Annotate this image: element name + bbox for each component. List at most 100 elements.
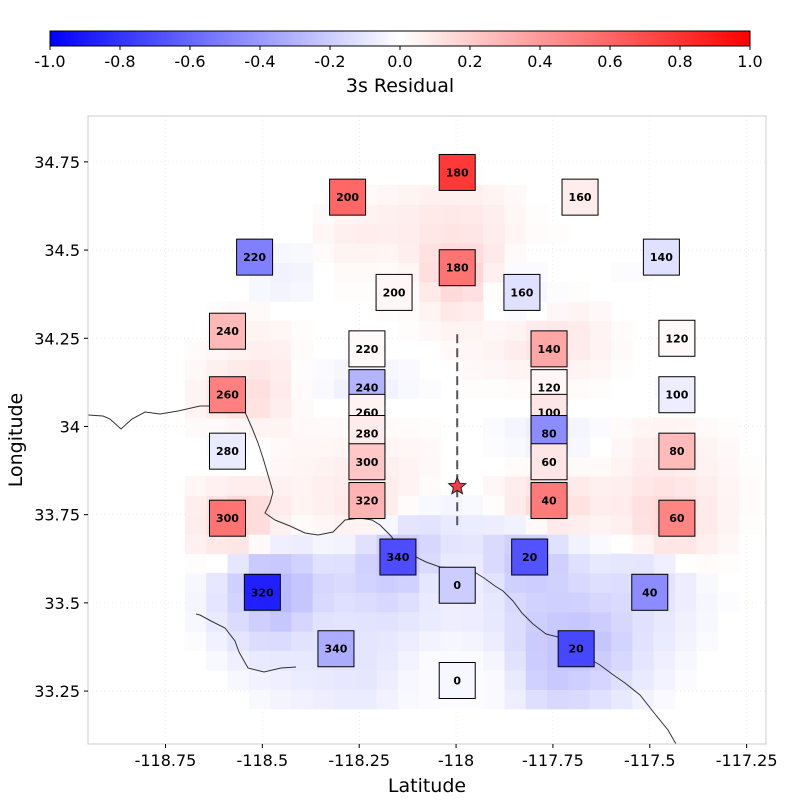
heatmap-cell: [291, 572, 314, 593]
heatmap-cell: [504, 184, 527, 205]
heatmap-cell: [483, 281, 506, 302]
station-label: 40: [541, 495, 557, 508]
y-axis-label: Longitude: [5, 393, 27, 488]
station-marker: 0: [438, 661, 476, 699]
heatmap-cell: [270, 534, 292, 555]
heatmap-cell: [611, 495, 633, 516]
heatmap-cell: [334, 262, 356, 283]
station-label: 340: [386, 551, 409, 564]
heatmap-cell: [483, 340, 506, 361]
heatmap-cell: [611, 437, 633, 458]
station-label: 60: [541, 456, 557, 469]
station-marker: 160: [561, 178, 599, 216]
heatmap-cell: [440, 340, 463, 361]
heatmap-cell: [440, 495, 463, 516]
heatmap-cell: [184, 572, 207, 593]
station-box: [503, 273, 541, 311]
station-marker: 320: [348, 482, 386, 520]
heatmap-cell: [248, 320, 271, 341]
heatmap-cell: [525, 592, 548, 613]
heatmap-cell: [397, 204, 420, 225]
station-marker: 320: [243, 573, 281, 611]
heatmap-cell: [504, 475, 527, 496]
heatmap-cell: [461, 378, 484, 399]
heatmap-cell: [270, 437, 292, 458]
heatmap-cell: [397, 223, 420, 244]
station-marker: 60: [658, 499, 696, 537]
station-box: [658, 319, 696, 357]
heatmap-cell: [291, 650, 314, 671]
heatmap-cell: [525, 223, 548, 244]
heatmap-cell: [589, 572, 612, 593]
heatmap-cell: [291, 437, 314, 458]
heatmap-cell: [312, 611, 335, 632]
heatmap-cell: [440, 631, 463, 652]
heatmap-cell: [248, 398, 271, 419]
heatmap-cell: [312, 534, 335, 555]
x-tick-label: -118.25: [328, 751, 390, 770]
heatmap-cell: [334, 223, 356, 244]
heatmap-cell: [184, 398, 207, 419]
heatmap-cell: [483, 243, 506, 264]
heatmap-cell: [184, 495, 207, 516]
heatmap-cell: [461, 204, 484, 225]
y-tick-label: 33.25: [34, 682, 80, 701]
heatmap-cell: [611, 262, 633, 283]
heatmap-cell: [270, 456, 292, 477]
heatmap-cell: [397, 359, 420, 380]
colorbar-tick-label: 0.4: [527, 52, 552, 71]
heatmap-cell: [397, 572, 420, 593]
station-label: 300: [216, 512, 239, 525]
heatmap-cell: [674, 534, 697, 555]
heatmap-cell: [184, 611, 207, 632]
colorbar-tick-label: 0.0: [387, 52, 412, 71]
heatmap-cell: [355, 223, 378, 244]
heatmap-cell: [483, 611, 506, 632]
heatmap-cell: [376, 223, 399, 244]
heatmap-cell: [312, 378, 335, 399]
heatmap-cell: [355, 243, 378, 264]
station-label: 160: [510, 286, 533, 299]
station-marker: 200: [329, 178, 367, 216]
heatmap-cell: [270, 475, 292, 496]
heatmap-cell: [717, 514, 740, 535]
station-label: 220: [243, 251, 266, 264]
heatmap-cell: [483, 184, 506, 205]
heatmap-cell: [568, 495, 591, 516]
station-label: 160: [569, 191, 592, 204]
heatmap-cell: [461, 320, 484, 341]
heatmap-cell: [248, 281, 271, 302]
heatmap-cell: [270, 340, 292, 361]
heatmap-cell: [674, 475, 697, 496]
heatmap-cell: [504, 417, 527, 438]
heatmap-cell: [568, 417, 591, 438]
heatmap-cell: [504, 650, 527, 671]
epicenter-star: [447, 476, 468, 495]
station-box: [658, 499, 696, 537]
heatmap-cell: [653, 631, 676, 652]
heatmap-cell: [291, 378, 314, 399]
heatmap-cell: [738, 514, 761, 535]
station-label: 120: [538, 382, 561, 395]
heatmap-cell: [589, 689, 612, 710]
y-tick-label: 33.5: [44, 594, 80, 613]
station-marker: 260: [208, 376, 246, 414]
heatmap-cell: [419, 669, 442, 690]
station-box: [438, 566, 476, 604]
colorbar-tick-label: -0.6: [174, 52, 205, 71]
heatmap-cell: [376, 243, 399, 264]
heatmap-cell: [419, 262, 442, 283]
heatmap-cell: [632, 437, 655, 458]
heatmap-cell: [376, 689, 399, 710]
heatmap-cell: [419, 631, 442, 652]
heatmap-cell: [270, 281, 292, 302]
heatmap-cell: [568, 475, 591, 496]
heatmap-cell: [461, 359, 484, 380]
station-marker: 160: [503, 273, 541, 311]
station-box: [208, 376, 246, 414]
y-tick-label: 33.75: [34, 506, 80, 525]
heatmap-cell: [632, 534, 655, 555]
heatmap-cell: [525, 204, 548, 225]
heatmap-cell: [504, 514, 527, 535]
heatmap-cell: [717, 475, 740, 496]
